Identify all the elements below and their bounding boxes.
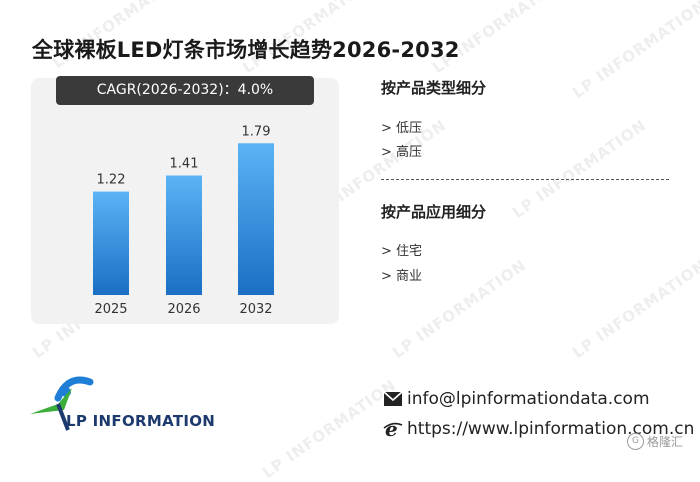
contact-email[interactable]: info@lpinformationdata.com (383, 389, 650, 409)
bar-2026 (166, 175, 202, 295)
svg-text:e: e (385, 419, 398, 439)
gelonghui-icon: G (627, 433, 644, 450)
data-label-2025: 1.22 (97, 173, 126, 188)
email-link[interactable]: info@lpinformationdata.com (407, 389, 650, 409)
data-label-2032: 1.79 (242, 124, 271, 139)
segment-app-title: 按产品应用细分 (381, 203, 487, 221)
bar-2032 (238, 143, 274, 295)
gelonghui-text: 格隆汇 (647, 435, 684, 449)
x-tick-label-2025: 2025 (94, 302, 127, 317)
data-label-2026: 1.41 (170, 156, 199, 171)
bar-chart: 1.22 2025 1.41 2026 1.79 2032 (93, 124, 274, 317)
gelonghui-badge: G 格隆汇 (627, 433, 683, 450)
segment-app-item: > 商业 (381, 269, 423, 284)
internet-explorer-icon: e (383, 419, 403, 439)
segment-app-item: > 住宅 (381, 244, 423, 259)
envelope-icon (383, 391, 403, 406)
page-title: 全球裸板LED灯条市场增长趋势2026-2032 (32, 38, 460, 62)
segment-type-item: > 高压 (381, 145, 423, 160)
segment-type-title: 按产品类型细分 (381, 79, 487, 97)
lp-information-logo-icon (30, 376, 94, 431)
website-link[interactable]: https://www.lpinformation.com.cn (407, 419, 695, 439)
x-tick-label-2026: 2026 (167, 302, 200, 317)
cagr-badge: CAGR(2026-2032)：4.0% (56, 76, 314, 105)
logo-text: LP INFORMATION (66, 412, 216, 430)
divider (381, 179, 669, 180)
x-tick-label-2032: 2032 (239, 302, 272, 317)
segment-type-item: > 低压 (381, 121, 423, 136)
bar-2025 (93, 191, 129, 295)
contact-website[interactable]: e https://www.lpinformation.com.cn (383, 419, 694, 439)
